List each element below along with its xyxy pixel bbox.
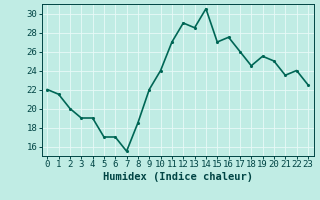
X-axis label: Humidex (Indice chaleur): Humidex (Indice chaleur) <box>103 172 252 182</box>
